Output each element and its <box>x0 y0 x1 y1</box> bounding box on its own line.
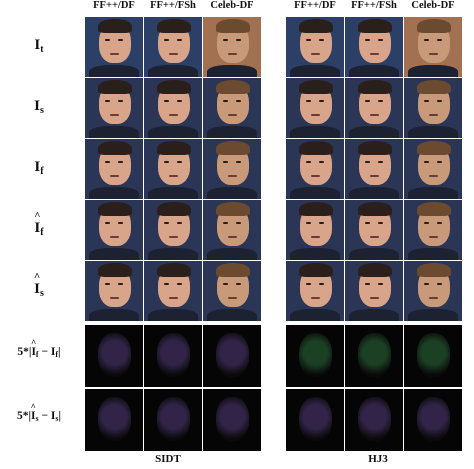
face-image-r4-c5 <box>404 261 462 321</box>
diff-image-r5-c3 <box>286 325 344 387</box>
face-image-r3-c3 <box>286 200 344 260</box>
face-image-r0-c4 <box>345 17 403 77</box>
face-image-r2-c1 <box>144 139 202 199</box>
diff-image-r6-c3 <box>286 389 344 451</box>
face-image-r2-c2 <box>203 139 261 199</box>
face-image-r2-c3 <box>286 139 344 199</box>
face-image-r2-c0 <box>85 139 143 199</box>
face-image-r3-c5 <box>404 200 462 260</box>
column-header-4: FF++/FSh <box>351 0 397 11</box>
diff-image-r5-c0 <box>85 325 143 387</box>
row-label-3: If <box>0 220 78 238</box>
face-image-r3-c0 <box>85 200 143 260</box>
face-image-r1-c3 <box>286 78 344 138</box>
face-image-r4-c4 <box>345 261 403 321</box>
face-image-r4-c2 <box>203 261 261 321</box>
face-image-r3-c4 <box>345 200 403 260</box>
diff-image-r5-c4 <box>345 325 403 387</box>
row-label-6: 5*|Is − Is| <box>0 410 78 423</box>
diff-image-r5-c2 <box>203 325 261 387</box>
face-image-r0-c1 <box>144 17 202 77</box>
diff-image-r5-c1 <box>144 325 202 387</box>
method-label-hj3: HJ3 <box>368 453 388 465</box>
face-image-r1-c2 <box>203 78 261 138</box>
face-image-r1-c5 <box>404 78 462 138</box>
face-image-r0-c2 <box>203 17 261 77</box>
column-header-0: FF++/DF <box>93 0 135 11</box>
method-label-sidt: SIDT <box>155 453 181 465</box>
face-image-r4-c3 <box>286 261 344 321</box>
column-header-3: FF++/DF <box>294 0 336 11</box>
diff-image-r5-c5 <box>404 325 462 387</box>
column-header-5: Celeb-DF <box>411 0 455 11</box>
face-image-r0-c3 <box>286 17 344 77</box>
row-label-1: Is <box>34 98 44 116</box>
face-image-r2-c5 <box>404 139 462 199</box>
face-image-r4-c0 <box>85 261 143 321</box>
row-label-2: If <box>34 159 44 177</box>
face-image-r4-c1 <box>144 261 202 321</box>
face-image-r1-c0 <box>85 78 143 138</box>
face-image-r1-c4 <box>345 78 403 138</box>
column-header-2: Celeb-DF <box>210 0 254 11</box>
face-image-r1-c1 <box>144 78 202 138</box>
face-image-r3-c1 <box>144 200 202 260</box>
row-label-5: 5*|If − If| <box>0 346 78 359</box>
column-header-1: FF++/FSh <box>150 0 196 11</box>
diff-image-r6-c5 <box>404 389 462 451</box>
diff-image-r6-c1 <box>144 389 202 451</box>
diff-image-r6-c0 <box>85 389 143 451</box>
row-label-4: Is <box>0 281 78 299</box>
row-label-0: It <box>34 37 44 55</box>
face-image-r0-c0 <box>85 17 143 77</box>
face-image-r3-c2 <box>203 200 261 260</box>
face-image-r0-c5 <box>404 17 462 77</box>
face-image-r2-c4 <box>345 139 403 199</box>
diff-image-r6-c2 <box>203 389 261 451</box>
diff-image-r6-c4 <box>345 389 403 451</box>
